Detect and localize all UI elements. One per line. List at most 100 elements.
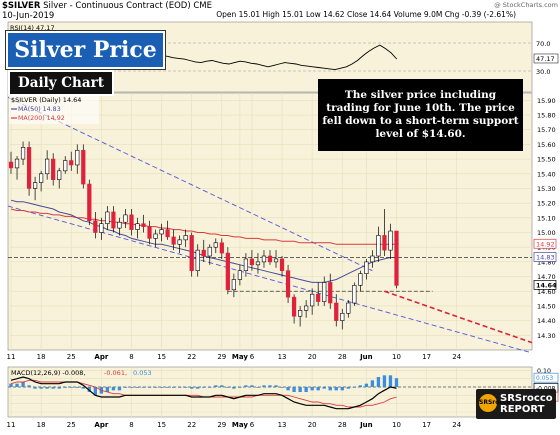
- candle-body: [87, 183, 92, 222]
- candle-body: [388, 230, 393, 251]
- price-tag-box: [533, 252, 557, 262]
- candle-body: [255, 261, 261, 266]
- rsi-tick-label: 70.0: [536, 40, 550, 48]
- candle-body: [141, 223, 146, 227]
- macd-tick-label: 0.10: [537, 368, 551, 375]
- macd-x-tick-label: 20: [308, 421, 317, 429]
- price-tick-label: 14.60: [537, 288, 556, 296]
- macd-hist-bar: [153, 387, 158, 388]
- price-legend-bg: [9, 94, 99, 124]
- x-tick-label: 18: [37, 353, 46, 361]
- macd-hist-bar: [135, 387, 140, 388]
- chart-title-box: Silver Price: [6, 31, 165, 69]
- macd-hist-bar: [304, 387, 308, 392]
- x-tick-label: Jun: [359, 353, 373, 361]
- macd-hist-bar: [286, 387, 290, 391]
- candle-body: [123, 214, 128, 223]
- macd-hist-bar: [33, 387, 37, 389]
- macd-x-tick-label: 6: [250, 421, 255, 429]
- macd-tag-box: [533, 372, 559, 383]
- candle-body: [352, 285, 357, 304]
- rsi-legend: RSI(14) 47.17: [10, 24, 55, 32]
- macd-hist-bar: [322, 387, 326, 389]
- candle-body: [370, 255, 375, 263]
- candle-body: [213, 242, 218, 248]
- price-tag-box: [533, 238, 557, 249]
- candle-body: [39, 173, 44, 183]
- macd-hist-bar: [105, 387, 110, 392]
- candle-body: [20, 147, 26, 160]
- price-tick-label: 15.70: [537, 126, 556, 134]
- candle-body: [394, 230, 399, 286]
- macd-hist-bar: [190, 387, 194, 389]
- price-tag-box: [533, 280, 557, 290]
- candle-body: [340, 312, 345, 321]
- candle-body: [298, 310, 303, 317]
- macd-x-tick-label: 15: [157, 421, 166, 429]
- price-tick-label: 14.30: [537, 332, 556, 340]
- candle-body: [105, 211, 110, 225]
- annotation-text: The silver price including trading for J…: [322, 89, 519, 140]
- macd-hist-bar: [358, 385, 363, 387]
- candle-body: [75, 149, 80, 166]
- rsi-value-tag: [533, 53, 559, 64]
- macd-hist-bar: [123, 387, 128, 388]
- macd-hist-bar: [81, 387, 85, 389]
- macd-hist-bar: [352, 387, 356, 388]
- candle-body: [322, 282, 327, 302]
- x-tick-label: 25: [67, 353, 76, 361]
- x-tick-label: Apr: [94, 353, 108, 361]
- price-tick-label: 15.10: [537, 214, 556, 222]
- macd-hist-bar: [177, 387, 182, 388]
- candle-body: [249, 258, 255, 266]
- candle-body: [99, 223, 104, 233]
- candle-body: [261, 255, 267, 263]
- candle-body: [273, 258, 279, 263]
- candle-body: [135, 223, 140, 230]
- copyright-label: @ StockCharts.com: [494, 1, 558, 9]
- macd-hist-bar: [220, 385, 224, 387]
- candle-body: [201, 249, 206, 257]
- x-tick-label: 10: [392, 353, 401, 361]
- macd-hist-bar: [208, 387, 212, 388]
- candle-body: [219, 242, 224, 254]
- candle-body: [45, 158, 50, 175]
- candle-body: [334, 302, 339, 321]
- candle-body: [328, 282, 333, 304]
- macd-hist-bar: [9, 383, 13, 387]
- logo-line-2: REPORT: [500, 404, 545, 415]
- macd-x-tick-label: 18: [37, 421, 46, 429]
- macd-hist-bar: [346, 387, 350, 389]
- exchange-label: CME: [193, 1, 212, 11]
- macd-x-tick-label: 25: [67, 421, 76, 429]
- macd-hist-bar: [370, 380, 375, 387]
- srsrocco-logo: SRSrocco SRSrocco REPORT: [476, 389, 556, 419]
- macd-hist-bar: [171, 387, 176, 388]
- candle-body: [147, 226, 152, 239]
- candle-body: [231, 279, 236, 291]
- candle-body: [285, 270, 291, 298]
- macd-hist-bar: [15, 383, 19, 387]
- candle-body: [8, 161, 14, 169]
- price-legend-ma50: MA(50) 14.83: [18, 106, 61, 113]
- macd-hist-bar: [202, 387, 206, 388]
- candle-body: [346, 302, 351, 314]
- annotation-box: The silver price including trading for J…: [318, 79, 523, 151]
- macd-hist-bar: [256, 387, 260, 388]
- macd-x-tick-label: 17: [422, 421, 431, 429]
- candle-body: [358, 273, 363, 286]
- macd-hist-bar: [232, 387, 236, 389]
- macd-x-tick-label: Jun: [359, 421, 373, 429]
- macd-x-tick-label: 8: [129, 421, 133, 429]
- candle-body: [93, 220, 98, 233]
- price-tick-label: 15.90: [537, 97, 556, 105]
- candle-body: [267, 255, 273, 263]
- macd-legend-signal: -0.061,: [104, 369, 127, 377]
- macd-hist-bar: [244, 385, 248, 387]
- x-tick-label: 24: [452, 353, 461, 361]
- candle-body: [382, 235, 387, 251]
- macd-hist-bar: [147, 387, 152, 388]
- x-tick-label: 13: [278, 353, 287, 361]
- macd-hist-bar: [69, 387, 73, 388]
- macd-x-tick-label: 29: [217, 421, 226, 429]
